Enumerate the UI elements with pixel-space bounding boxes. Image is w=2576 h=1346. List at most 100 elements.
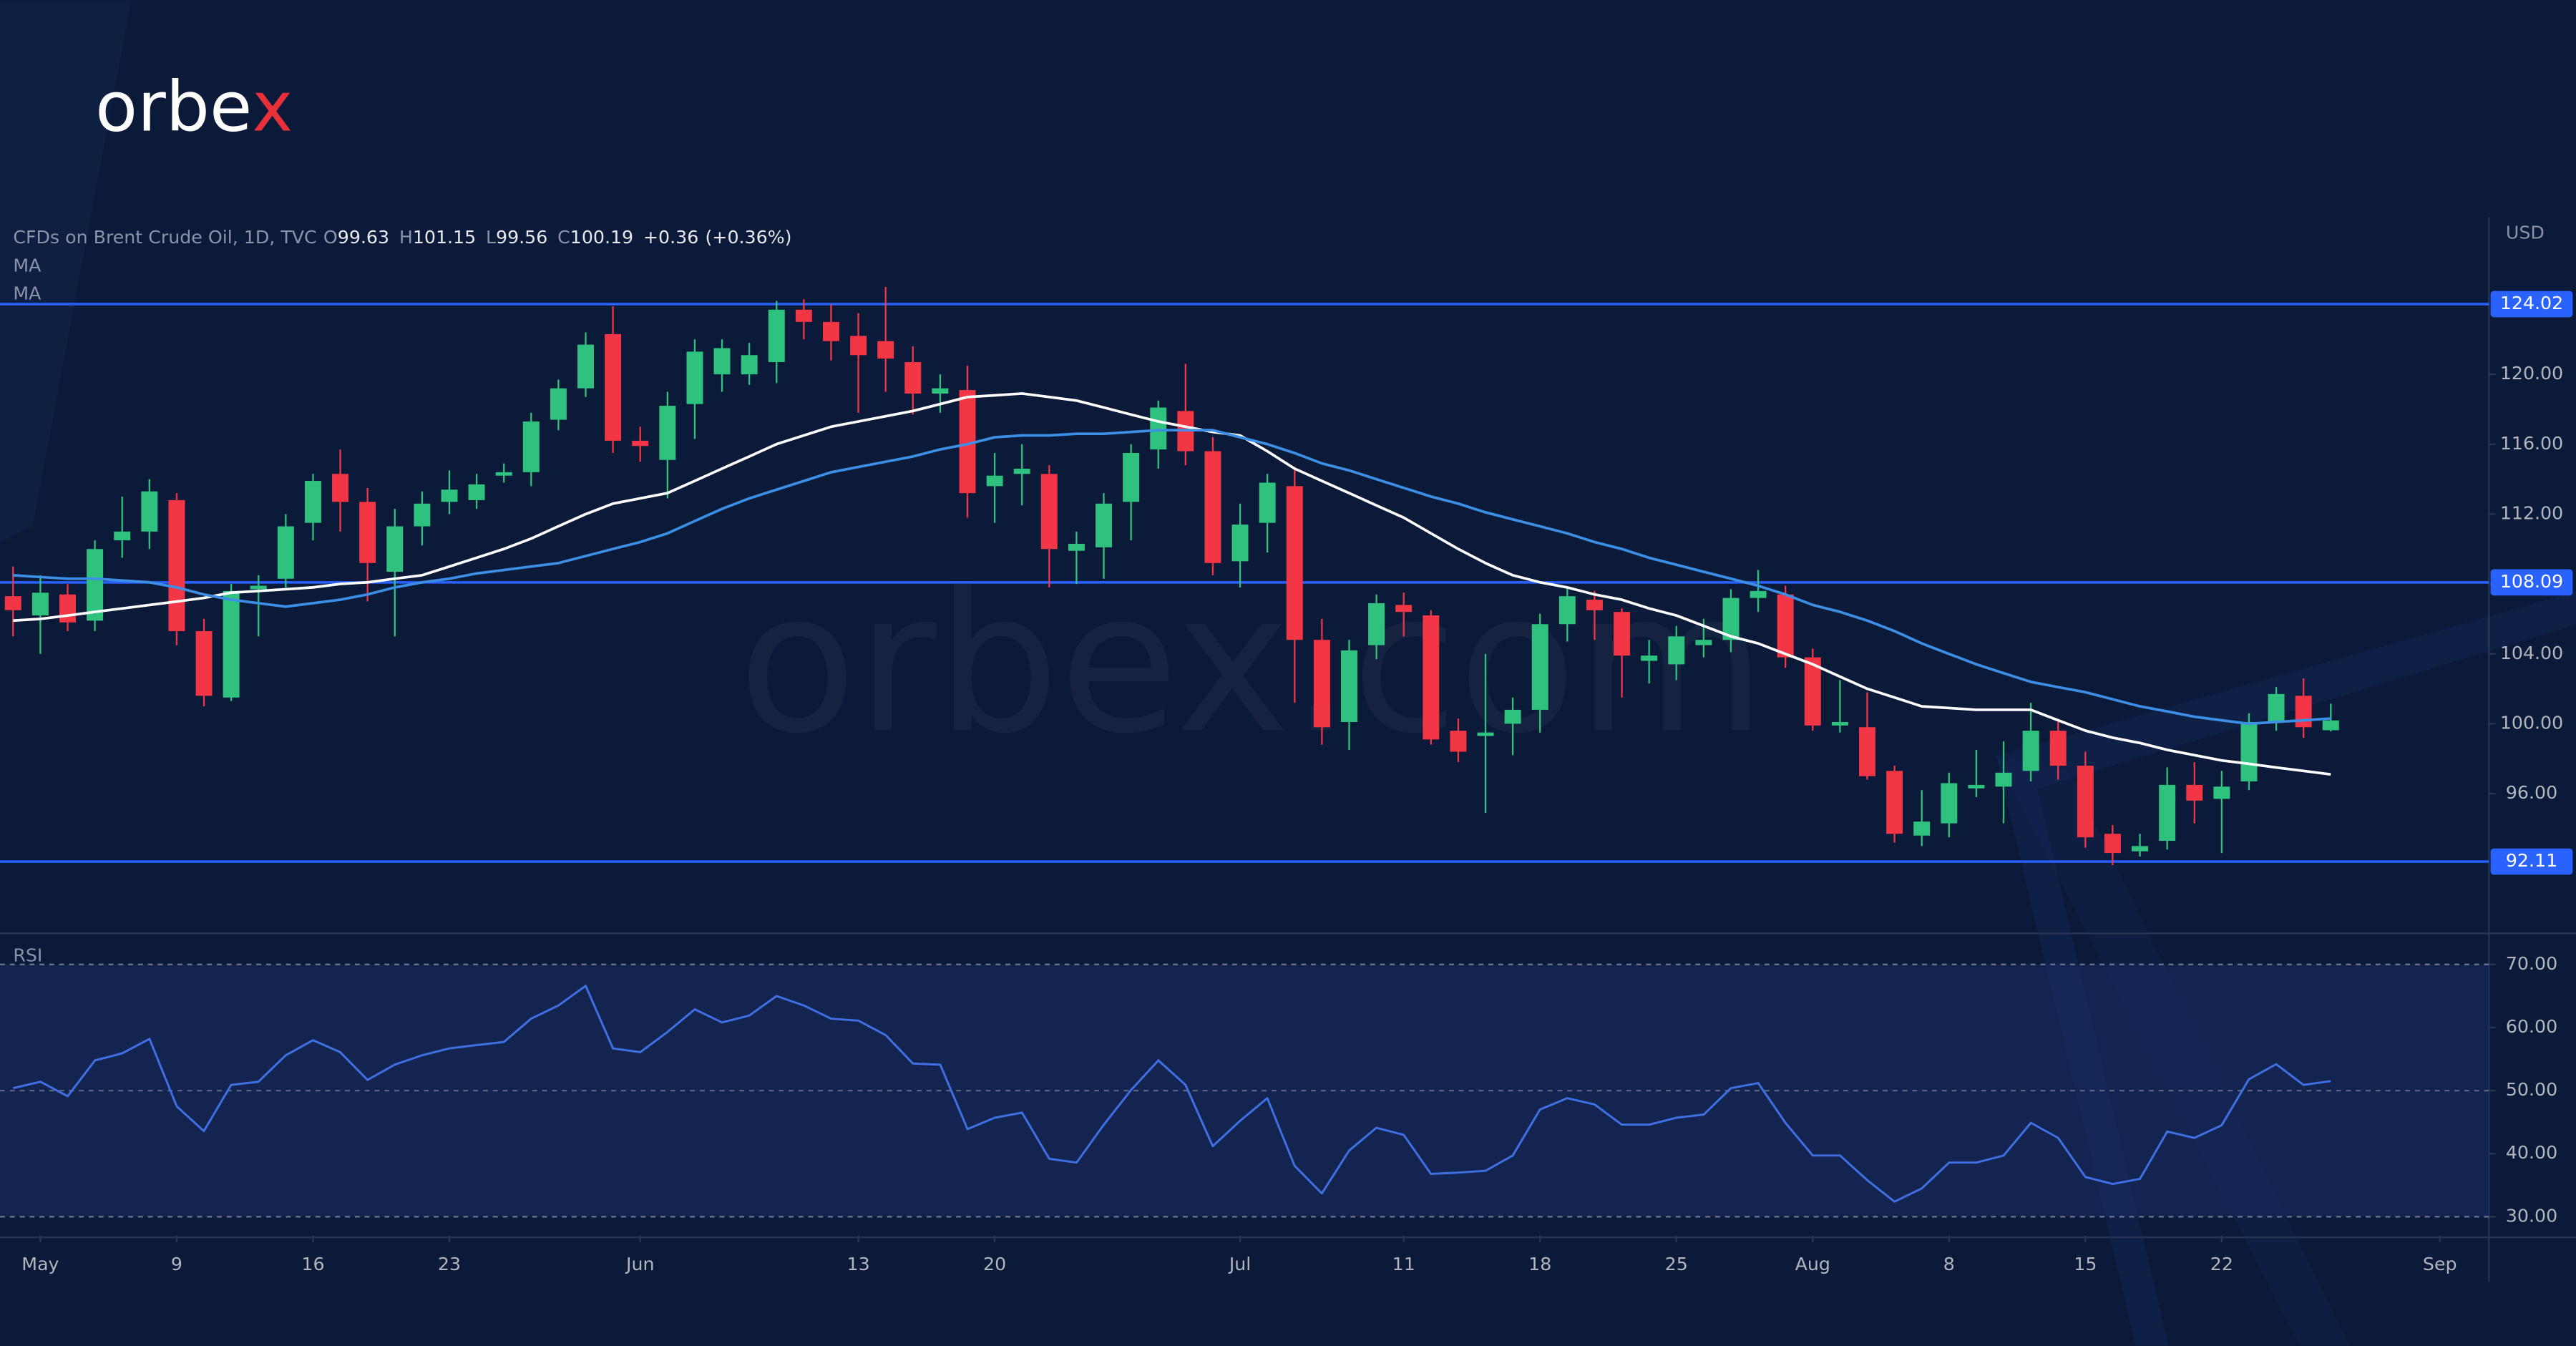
level-label: 92.11 [2506,850,2557,871]
x-tick-label: Jun [625,1254,654,1274]
candle-body [1504,709,1521,724]
candle-body [1123,452,1140,502]
x-tick-label: 25 [1665,1254,1688,1274]
candle-body [1722,598,1740,640]
candle-body [2049,731,2067,766]
x-tick-label: May [21,1254,59,1274]
level-tag [2490,291,2573,318]
candle-body [632,440,649,447]
candle-body [1368,603,1385,645]
legend-change-pct: (+0.36%) [705,227,791,248]
candle-body [468,484,485,500]
candle-body [223,590,240,698]
candle-body [1477,732,1494,736]
legend-key: L [486,227,496,248]
rsi-line [13,985,2331,1203]
candle-body [1231,525,1249,562]
legend-value: 100.19 [570,227,633,248]
candle-body [2295,696,2312,728]
candle-body [1750,590,1767,598]
y-tick-label: 96.00 [2506,782,2557,803]
candle-body [2132,846,2149,852]
candle-body [141,491,158,532]
candle-body [1941,783,1958,824]
candle-body [495,472,512,476]
candle-body [713,348,731,375]
candle-body [168,499,185,632]
y-tick-label: 116.00 [2500,433,2563,454]
candle-body [1913,821,1931,836]
candle-body [1013,468,1030,474]
decor-shape [0,0,132,542]
y-tick-label: 112.00 [2500,502,2563,523]
candle-body [2077,766,2094,838]
x-tick-label: 15 [2074,1254,2097,1274]
candle-body [2104,834,2121,854]
logo: orbex [95,67,293,147]
ma-legend: MA [13,283,42,303]
candle-body [1641,655,1658,661]
x-tick-label: 20 [983,1254,1006,1274]
candle-body [1068,543,1085,551]
candle-body [1968,784,1985,789]
candle-body [1450,731,1467,752]
x-tick-label: 9 [171,1254,182,1274]
candle-body [741,355,758,375]
level-label: 124.02 [2500,293,2563,313]
candle-body [2159,784,2176,842]
candle-body [1204,451,1221,563]
x-tick-label: Sep [2423,1254,2457,1274]
moving-average [13,392,2331,776]
candle-body [1395,605,1413,613]
candle-body [1668,636,1685,665]
candle-body [2186,784,2203,801]
candle-body [441,489,458,502]
legend-change: +0.36 [643,227,698,248]
y-tick-label: 100.00 [2500,712,2563,733]
candle-body [1150,407,1167,450]
y-tick-label: 104.00 [2500,643,2563,663]
candle-body [877,341,894,359]
candle-body [359,502,376,563]
candle-body [1558,596,1576,625]
candle-body [1777,594,1794,658]
candle-body [386,526,404,572]
candle-body [904,362,922,394]
level-tag [2490,848,2573,875]
candle-body [1341,650,1357,722]
candle-body [1313,640,1330,728]
candle-body [850,336,867,356]
candle-body [2213,786,2230,799]
rsi-tick-label: 30.00 [2506,1205,2557,1226]
candle-body [2022,731,2039,771]
candle-body [2240,721,2258,781]
level-tag [2490,569,2573,596]
candle-body [1995,772,2012,787]
candle-body [1586,600,1603,610]
candle-body [1804,657,1821,726]
rsi-tick-label: 60.00 [2506,1016,2557,1037]
legend-key: C [557,227,570,248]
rsi-tick-label: 70.00 [2506,953,2557,974]
candle-body [277,526,294,579]
legend-value: 99.63 [338,227,389,248]
watermark: orbex.com [738,550,1765,776]
candle-body [114,531,131,541]
candle-body [686,351,703,404]
legend-key: H [399,227,413,248]
candle-body [1859,727,1875,776]
candle-body [550,388,567,420]
rsi-tick-label: 40.00 [2506,1142,2557,1163]
rsi-label: RSI [13,945,42,966]
candle-body [2322,720,2339,731]
moving-average [13,429,2331,726]
logo-accent: x [252,67,293,147]
candle-body [87,549,104,621]
candle-body [59,594,76,623]
candle-body [1886,771,1903,834]
candle-body [1531,624,1548,710]
x-tick-label: 8 [1943,1254,1955,1274]
candle-body [2268,693,2285,722]
candle-body [195,631,213,696]
